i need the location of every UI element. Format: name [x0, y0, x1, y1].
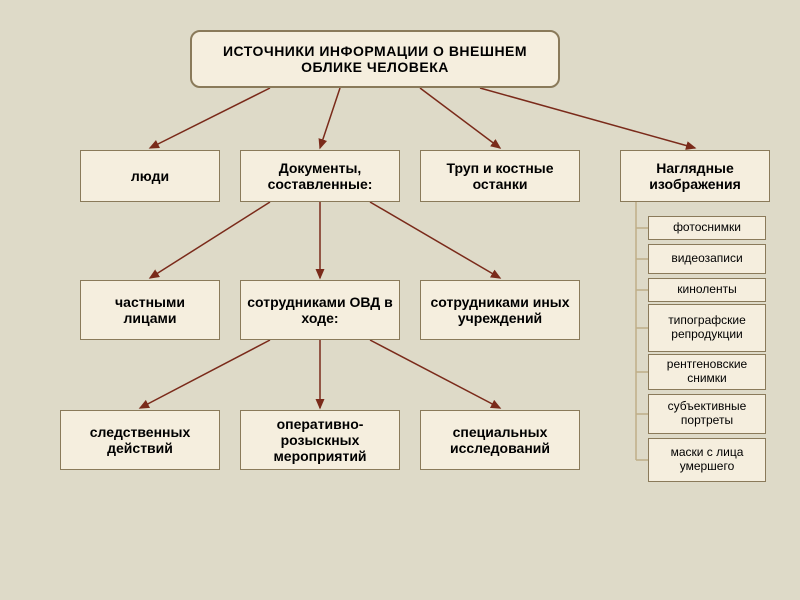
level1-visual: Наглядные изображения	[620, 150, 770, 202]
arrow	[370, 340, 500, 408]
side-item-2: киноленты	[648, 278, 766, 302]
level2-ovd-label: сотрудниками ОВД в ходе:	[247, 294, 393, 326]
side-item-2-label: киноленты	[677, 283, 736, 297]
arrow	[320, 88, 340, 148]
level2-ovd: сотрудниками ОВД в ходе:	[240, 280, 400, 340]
level1-docs: Документы, составленные:	[240, 150, 400, 202]
arrow	[140, 340, 270, 408]
side-item-3: типографские репродукции	[648, 304, 766, 352]
level2-private: частными лицами	[80, 280, 220, 340]
side-item-6-label: маски с лица умершего	[655, 446, 759, 474]
level3-investig-label: следственных действий	[67, 424, 213, 456]
level2-other: сотрудниками иных учреждений	[420, 280, 580, 340]
root-node: ИСТОЧНИКИ ИНФОРМАЦИИ О ВНЕШНЕМ ОБЛИКЕ ЧЕ…	[190, 30, 560, 88]
level1-people-label: люди	[131, 168, 169, 184]
side-item-3-label: типографские репродукции	[655, 314, 759, 342]
level1-visual-label: Наглядные изображения	[627, 160, 763, 192]
level3-investig: следственных действий	[60, 410, 220, 470]
arrow	[370, 202, 500, 278]
side-item-0: фотоснимки	[648, 216, 766, 240]
side-item-1: видеозаписи	[648, 244, 766, 274]
level2-private-label: частными лицами	[87, 294, 213, 326]
side-item-5: субъективные портреты	[648, 394, 766, 434]
level1-people: люди	[80, 150, 220, 202]
arrow	[150, 88, 270, 148]
level3-special: специальных исследований	[420, 410, 580, 470]
level3-special-label: специальных исследований	[427, 424, 573, 456]
side-item-1-label: видеозаписи	[671, 252, 742, 266]
level2-other-label: сотрудниками иных учреждений	[427, 294, 573, 326]
level3-oper: оперативно-розыскных мероприятий	[240, 410, 400, 470]
arrow	[150, 202, 270, 278]
side-item-6: маски с лица умершего	[648, 438, 766, 482]
arrow	[480, 88, 695, 148]
side-item-5-label: субъективные портреты	[655, 400, 759, 428]
side-item-4-label: рентгеновские снимки	[655, 358, 759, 386]
level1-corpse: Труп и костные останки	[420, 150, 580, 202]
root-text: ИСТОЧНИКИ ИНФОРМАЦИИ О ВНЕШНЕМ ОБЛИКЕ ЧЕ…	[198, 43, 552, 75]
arrow	[420, 88, 500, 148]
level1-docs-label: Документы, составленные:	[247, 160, 393, 192]
level3-oper-label: оперативно-розыскных мероприятий	[247, 416, 393, 464]
side-item-4: рентгеновские снимки	[648, 354, 766, 390]
side-item-0-label: фотоснимки	[673, 221, 741, 235]
level1-corpse-label: Труп и костные останки	[427, 160, 573, 192]
